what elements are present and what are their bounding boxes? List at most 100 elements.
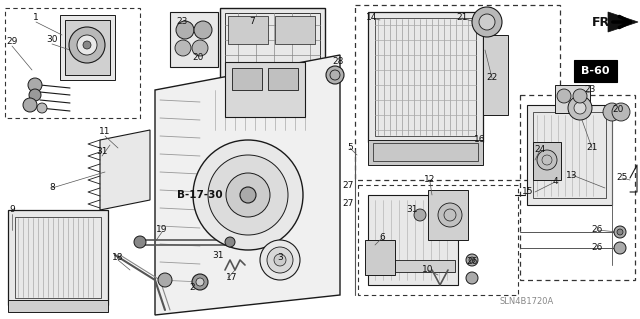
Circle shape — [29, 89, 41, 101]
Circle shape — [537, 150, 557, 170]
Text: 16: 16 — [474, 136, 486, 145]
Text: 23: 23 — [584, 85, 596, 94]
Text: 13: 13 — [566, 170, 578, 180]
Circle shape — [193, 140, 303, 250]
Circle shape — [194, 21, 212, 39]
Text: 29: 29 — [6, 38, 18, 47]
Text: 11: 11 — [99, 128, 111, 137]
Text: 20: 20 — [612, 106, 624, 115]
Bar — [368, 12, 483, 142]
Circle shape — [466, 272, 478, 284]
Circle shape — [240, 187, 256, 203]
Circle shape — [469, 257, 475, 263]
Circle shape — [28, 78, 42, 92]
Polygon shape — [100, 130, 150, 210]
Circle shape — [574, 102, 586, 114]
Text: SLN4B1720A: SLN4B1720A — [500, 298, 554, 307]
Text: 10: 10 — [422, 265, 434, 275]
Bar — [275, 16, 315, 44]
Text: 4: 4 — [552, 177, 558, 187]
Text: 7: 7 — [249, 18, 255, 26]
Circle shape — [83, 41, 91, 49]
Text: 12: 12 — [424, 175, 436, 184]
Bar — [355, 5, 560, 180]
Bar — [228, 16, 268, 44]
Bar — [15, 217, 101, 298]
Text: FR.: FR. — [592, 16, 615, 28]
Text: 6: 6 — [379, 234, 385, 242]
Text: 3: 3 — [277, 254, 283, 263]
Bar — [375, 18, 476, 136]
Circle shape — [568, 96, 592, 120]
Circle shape — [438, 203, 462, 227]
Text: 5: 5 — [347, 144, 353, 152]
Text: 9: 9 — [9, 205, 15, 214]
Circle shape — [208, 155, 288, 235]
Circle shape — [573, 89, 587, 103]
Text: 20: 20 — [192, 54, 204, 63]
Circle shape — [557, 89, 571, 103]
Text: 31: 31 — [96, 147, 108, 157]
Polygon shape — [608, 12, 638, 32]
Bar — [428, 190, 468, 240]
Circle shape — [267, 247, 293, 273]
Polygon shape — [65, 20, 110, 75]
Circle shape — [23, 98, 37, 112]
Text: 22: 22 — [486, 73, 498, 83]
Text: 18: 18 — [112, 254, 124, 263]
Bar — [225, 62, 305, 117]
Polygon shape — [60, 15, 115, 80]
Circle shape — [260, 240, 300, 280]
Bar — [533, 112, 606, 198]
Text: 15: 15 — [522, 188, 534, 197]
Text: 17: 17 — [227, 273, 237, 283]
Bar — [533, 142, 561, 180]
Text: B-17-30: B-17-30 — [177, 190, 223, 200]
Circle shape — [176, 21, 194, 39]
Bar — [527, 105, 612, 205]
Text: 26: 26 — [591, 243, 603, 253]
Text: 27: 27 — [342, 198, 354, 207]
Text: 19: 19 — [156, 226, 168, 234]
Circle shape — [603, 103, 621, 121]
Text: 21: 21 — [456, 13, 468, 23]
Bar — [555, 85, 590, 113]
Circle shape — [69, 27, 105, 63]
Circle shape — [614, 226, 626, 238]
Bar — [268, 68, 298, 90]
Text: 23: 23 — [176, 18, 188, 26]
Circle shape — [472, 7, 502, 37]
Text: B-60: B-60 — [580, 66, 609, 76]
Circle shape — [414, 209, 426, 221]
Bar — [220, 8, 325, 83]
Circle shape — [479, 14, 495, 30]
Circle shape — [274, 254, 286, 266]
Circle shape — [175, 40, 191, 56]
Text: 26: 26 — [467, 257, 477, 266]
Polygon shape — [155, 55, 340, 315]
Circle shape — [617, 229, 623, 235]
Text: 2: 2 — [189, 283, 195, 292]
Bar — [8, 300, 108, 312]
Text: 8: 8 — [49, 183, 55, 192]
Bar — [232, 68, 262, 90]
Circle shape — [614, 242, 626, 254]
Circle shape — [196, 278, 204, 286]
Text: 31: 31 — [406, 205, 418, 214]
Circle shape — [77, 35, 97, 55]
Bar — [370, 260, 455, 272]
Bar — [5, 8, 140, 118]
Bar — [368, 140, 483, 165]
Circle shape — [226, 173, 270, 217]
Bar — [225, 13, 320, 78]
Bar — [520, 95, 635, 280]
Bar — [574, 60, 617, 82]
Bar — [365, 240, 395, 275]
Bar — [368, 195, 458, 285]
Bar — [358, 185, 518, 295]
Circle shape — [134, 236, 146, 248]
Bar — [373, 143, 478, 161]
Text: 28: 28 — [332, 57, 344, 66]
Circle shape — [158, 273, 172, 287]
Text: 21: 21 — [586, 144, 598, 152]
